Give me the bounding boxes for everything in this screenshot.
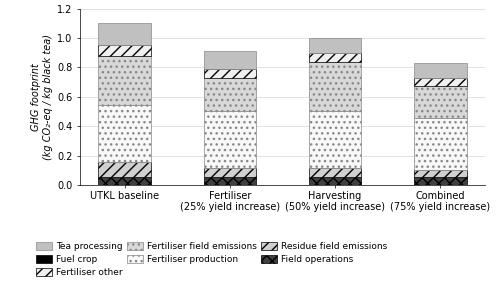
Bar: [204, 168, 256, 177]
Bar: [204, 177, 256, 185]
Bar: [98, 23, 151, 45]
Bar: [98, 45, 151, 56]
Bar: [414, 63, 467, 78]
Legend: Tea processing, Fuel crop, Fertiliser other, Fertiliser field emissions, Fertili: Tea processing, Fuel crop, Fertiliser ot…: [36, 242, 388, 277]
Bar: [204, 51, 256, 69]
Bar: [309, 177, 362, 185]
Bar: [204, 111, 256, 168]
Bar: [309, 62, 362, 111]
Bar: [309, 53, 362, 62]
Y-axis label: GHG footprint
(kg CO₂-eq / kg black tea): GHG footprint (kg CO₂-eq / kg black tea): [31, 34, 53, 160]
Bar: [98, 162, 151, 177]
Bar: [414, 170, 467, 177]
Bar: [204, 69, 256, 78]
Bar: [414, 177, 467, 185]
Bar: [309, 38, 362, 53]
Bar: [414, 118, 467, 170]
Bar: [204, 78, 256, 111]
Bar: [309, 111, 362, 168]
Bar: [98, 105, 151, 162]
Bar: [98, 56, 151, 105]
Bar: [414, 86, 467, 118]
Bar: [98, 177, 151, 185]
Bar: [309, 168, 362, 177]
Bar: [414, 78, 467, 86]
